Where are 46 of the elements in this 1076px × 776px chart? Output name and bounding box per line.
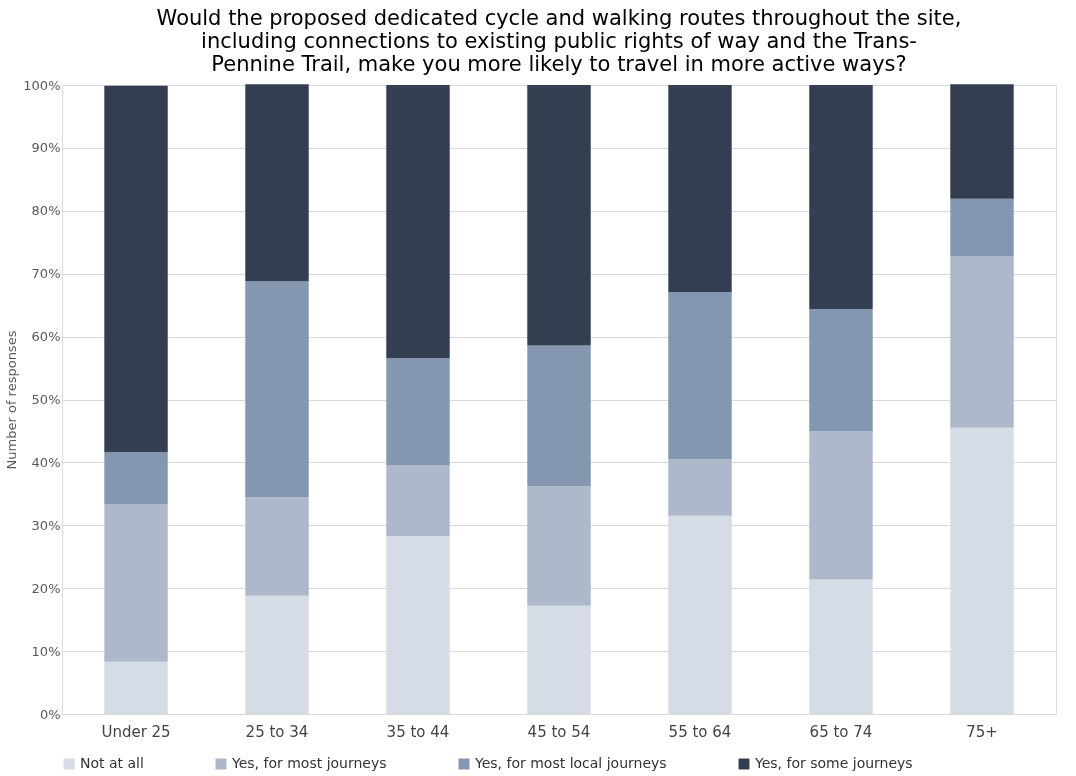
- bar: [245, 281, 309, 498]
- bar: [386, 464, 450, 536]
- bar: [386, 357, 450, 465]
- y-tick-label: 50%: [31, 392, 61, 407]
- bar: [527, 345, 591, 487]
- chart-title: Would the proposed dedicated cycle and walking routes throughout the site, including connections to existing public rights of way and the Trans-Pennine Trail, make you more likely to travel in more active ways?: [156, 6, 962, 76]
- bar: [668, 291, 732, 460]
- y-tick-label: 10%: [31, 643, 61, 659]
- bar: [104, 661, 168, 714]
- bar: [104, 452, 168, 505]
- bar: [104, 85, 168, 453]
- bar: [668, 459, 732, 516]
- legend-label: Yes, for some journeys: [754, 755, 913, 771]
- bar: [104, 504, 168, 662]
- bar: [809, 308, 873, 431]
- x-tick-label: 65 to 74: [809, 722, 873, 741]
- y-tick-label: 40%: [31, 454, 61, 470]
- bar: [809, 85, 873, 309]
- x-tick-label: 35 to 44: [386, 722, 450, 741]
- bar: [386, 85, 450, 358]
- x-tick-label: Under 25: [101, 722, 171, 741]
- y-tick-label: 20%: [31, 580, 61, 596]
- bar: [809, 430, 873, 580]
- y-axis-title: Number of responses: [4, 330, 20, 470]
- bar: [668, 85, 732, 292]
- y-tick-label: 70%: [31, 266, 61, 282]
- y-tick-label: 100%: [23, 77, 61, 93]
- bar: [950, 256, 1014, 428]
- y-tick-label: 30%: [31, 517, 61, 533]
- bar: [950, 198, 1014, 257]
- legend-label: Not at all: [80, 755, 144, 771]
- x-tick-label: 55 to 64: [668, 722, 732, 741]
- bar: [950, 84, 1014, 199]
- y-tick-label: 0%: [39, 706, 61, 722]
- y-tick-label: 60%: [31, 329, 61, 345]
- y-tick-label: 90%: [31, 140, 61, 156]
- x-tick-label: 75+: [966, 722, 998, 741]
- x-tick-label: 25 to 34: [245, 722, 309, 741]
- legend-label: Yes, for most local journeys: [474, 755, 667, 771]
- bar: [527, 486, 591, 606]
- legend-label: Yes, for most journeys: [231, 755, 387, 771]
- bar: [527, 85, 591, 346]
- y-tick-label: 80%: [31, 203, 61, 219]
- bar: [245, 84, 309, 282]
- x-tick-label: 45 to 54: [527, 722, 591, 741]
- bar: [245, 497, 309, 596]
